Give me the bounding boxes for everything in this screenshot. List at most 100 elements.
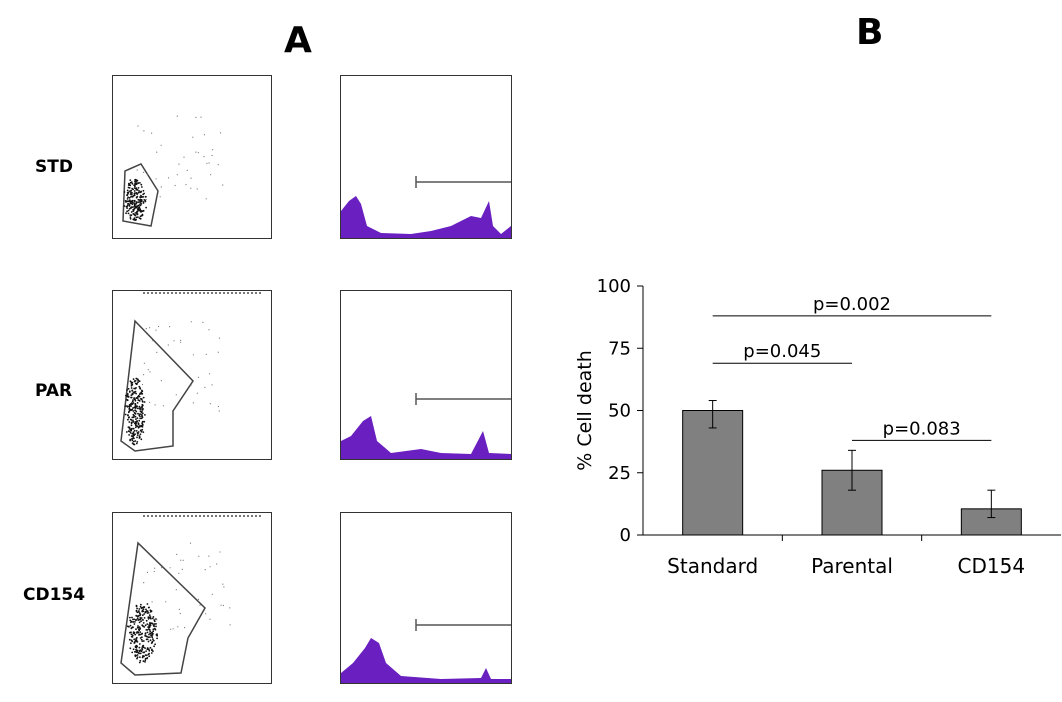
scatter-dot [152, 624, 155, 627]
scatter-dot [139, 618, 142, 621]
scatter-dot [205, 198, 207, 200]
scatter-dot [132, 209, 135, 211]
scatter-dot [146, 631, 149, 634]
scatter-dot [136, 192, 138, 195]
scatter-dot [131, 390, 134, 392]
scatter-dot [210, 174, 212, 176]
scatter-dot [135, 632, 138, 634]
scatter-dot [138, 608, 141, 610]
scatter-dot [143, 617, 146, 619]
scatter-dot [143, 606, 146, 609]
scatter-dot [133, 638, 136, 641]
scatter-dot [138, 204, 141, 206]
scatter-dot [134, 413, 137, 415]
scatter-dot [219, 551, 221, 553]
scatter-dot [133, 202, 136, 205]
scatter-dot [141, 383, 144, 386]
y-axis-title: % Cell death [574, 350, 596, 471]
scatter-dot [126, 194, 128, 196]
scatter-dot [138, 437, 141, 439]
scatter-dot [151, 640, 154, 643]
scatter-svg-cd154 [120, 515, 263, 676]
scatter-dot [192, 136, 194, 138]
scatter-dot [142, 189, 145, 192]
scatter-dot [209, 618, 211, 620]
scatter-dot [139, 605, 142, 608]
scatter-dot [141, 424, 144, 426]
scatter-dot [131, 400, 134, 403]
scatter-dot [147, 636, 150, 638]
x-tick-label: Standard [667, 554, 758, 578]
scatter-dot [132, 433, 135, 435]
scatter-dot [141, 415, 143, 418]
scatter-dot [138, 612, 141, 615]
scatter-dot [142, 619, 144, 621]
scatter-dot [133, 397, 136, 399]
scatter-dot [128, 199, 131, 201]
scatter-dot [143, 362, 145, 364]
scatter-dot [176, 174, 178, 176]
scatter-dot [136, 407, 139, 410]
scatter-dot [128, 625, 130, 628]
scatter-dot [138, 190, 140, 192]
scatter-dot [126, 395, 129, 398]
scatter-dot [134, 426, 137, 429]
scatter-dot [127, 418, 129, 421]
scatter-dot [130, 396, 133, 399]
scatter-dot [141, 624, 144, 627]
scatter-dot [136, 402, 139, 404]
scatter-dot [129, 190, 131, 193]
scatter-dot [143, 613, 146, 615]
scatter-dot [130, 402, 132, 405]
histogram-svg-par [341, 393, 511, 459]
scatter-dot [139, 413, 142, 415]
scatter-dot [204, 569, 206, 571]
scatter-dot [175, 394, 177, 396]
scatter-dot [202, 321, 204, 323]
scatter-dot [143, 374, 145, 376]
scatter-dot [217, 164, 219, 166]
scatter-dot [130, 438, 133, 440]
y-tick-label: 100 [597, 276, 631, 297]
scatter-dot [138, 646, 141, 649]
scatter-dot [127, 209, 130, 212]
scatter-dot [208, 555, 210, 557]
scatter-dot [156, 633, 158, 636]
scatter-dot [149, 636, 151, 638]
scatter-cloud [123, 115, 224, 222]
scatter-dot [139, 627, 142, 630]
scatter-dot [144, 414, 146, 416]
scatter-dot [129, 438, 132, 441]
scatter-dot [137, 625, 139, 627]
scatter-dot [136, 425, 139, 428]
scatter-dot [142, 196, 145, 198]
scatter-dot [133, 217, 136, 220]
scatter-dot [143, 192, 145, 195]
scatter-dot [150, 642, 153, 644]
y-tick-label: 50 [608, 401, 631, 422]
scatter-dot [197, 598, 200, 600]
scatter-dot [142, 646, 145, 649]
scatter-dot [137, 216, 139, 219]
scatter-dot [145, 608, 147, 611]
scatter-dot [136, 195, 139, 198]
scatter-dot [136, 441, 139, 443]
scatter-dot [183, 156, 185, 158]
scatter-dot [160, 144, 162, 146]
scatter-dot [139, 656, 141, 658]
scatter-dot [129, 616, 131, 619]
scatter-dot [155, 329, 157, 331]
scatter-dot [135, 646, 138, 649]
scatter-dot [131, 408, 134, 411]
row-label-par: PAR [35, 381, 73, 401]
scatter-dot [145, 206, 147, 209]
scatter-dot [132, 213, 135, 215]
scatter-dot [165, 601, 167, 603]
scatter-dot [156, 634, 159, 637]
scatter-dot [145, 199, 147, 201]
scatter-dot [209, 566, 211, 568]
scatter-dot [127, 411, 130, 414]
scatter-dot [145, 328, 147, 330]
scatter-dot [152, 638, 154, 640]
scatter-dot [143, 401, 146, 403]
